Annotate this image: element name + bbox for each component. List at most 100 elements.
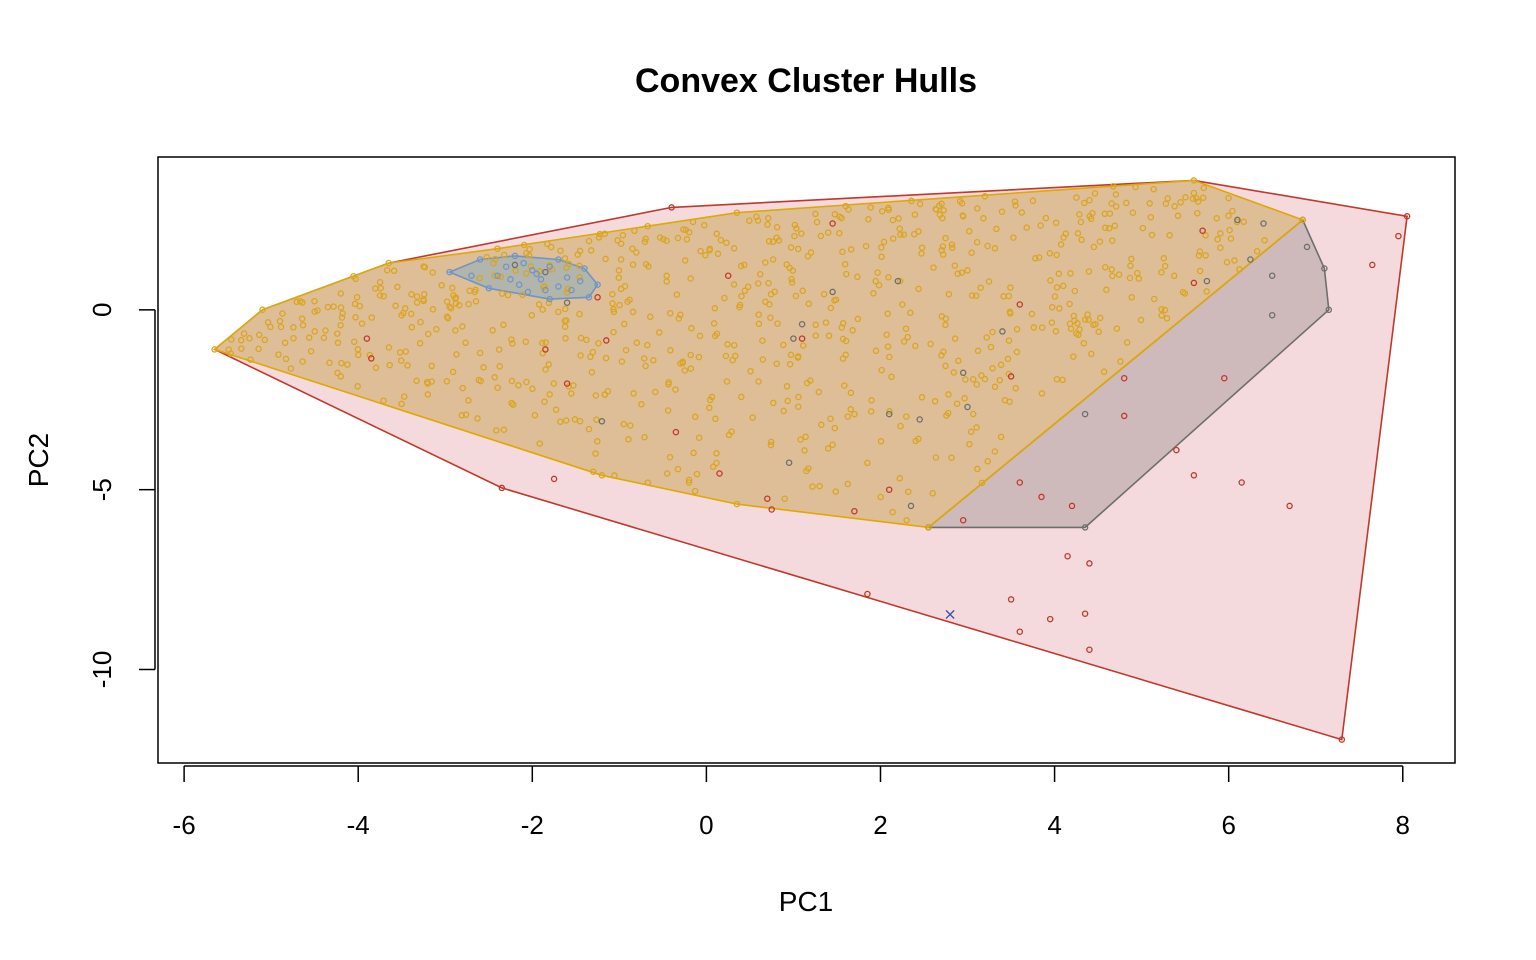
point-series-2 <box>1196 248 1204 255</box>
point-series-2 <box>984 242 991 250</box>
point-series-2 <box>656 234 664 241</box>
point-series-2 <box>730 281 738 288</box>
point-series-2 <box>542 339 549 346</box>
point-series-2 <box>714 250 722 258</box>
x-tick-label: 8 <box>1396 810 1410 840</box>
point-series-0 <box>1016 479 1024 486</box>
point-series-2 <box>402 348 410 355</box>
point-series-2 <box>644 479 652 486</box>
point-series-2 <box>609 300 616 307</box>
plot-frame <box>157 156 1456 764</box>
point-series-2 <box>529 385 536 393</box>
point-series-2 <box>408 291 415 298</box>
point-series-2 <box>903 516 910 524</box>
point-series-2 <box>864 459 871 467</box>
y-tick-label: -5 <box>87 478 117 501</box>
point-series-0 <box>1403 213 1411 220</box>
point-series-2 <box>1078 236 1085 244</box>
point-series-1 <box>829 288 836 296</box>
point-series-0 <box>1199 227 1206 234</box>
point-series-2 <box>629 245 636 252</box>
point-series-0 <box>724 272 732 279</box>
point-series-2 <box>480 364 487 371</box>
point-series-2 <box>508 336 515 343</box>
point-series-2 <box>1077 218 1085 226</box>
point-series-0 <box>1086 560 1093 567</box>
point-series-2 <box>476 274 483 282</box>
point-series-2 <box>839 335 847 343</box>
point-series-2 <box>1038 324 1046 331</box>
point-series-0 <box>768 506 775 513</box>
point-series-2 <box>958 269 966 276</box>
point-series-2 <box>1060 282 1067 290</box>
point-series-2 <box>386 361 393 369</box>
point-series-2 <box>1071 287 1079 295</box>
point-series-2 <box>839 248 846 256</box>
point-series-2 <box>617 240 625 247</box>
point-series-2 <box>889 508 896 516</box>
point-series-2 <box>264 319 272 326</box>
point-series-2 <box>1012 202 1019 209</box>
point-series-2 <box>844 480 852 488</box>
point-series-2 <box>392 302 399 310</box>
point-series-2 <box>974 205 981 212</box>
point-series-2 <box>1053 251 1060 259</box>
point-series-2 <box>961 395 968 402</box>
point-series-2 <box>1052 328 1060 335</box>
point-series-2 <box>531 411 539 419</box>
point-series-0 <box>1120 412 1128 420</box>
point-series-2 <box>509 401 517 408</box>
point-series-2 <box>918 250 925 257</box>
point-series-2 <box>765 238 773 245</box>
point-series-3 <box>533 270 540 278</box>
point-series-2 <box>465 300 472 308</box>
point-series-2 <box>966 440 973 448</box>
point-series-2 <box>897 231 904 238</box>
point-series-2 <box>494 245 501 252</box>
point-series-2 <box>622 346 630 354</box>
point-series-2 <box>602 255 609 263</box>
point-series-2 <box>1139 224 1147 232</box>
point-series-2 <box>456 301 463 309</box>
point-series-2 <box>1112 191 1120 198</box>
point-series-2 <box>1059 376 1066 384</box>
point-series-2 <box>687 365 695 372</box>
point-series-2 <box>281 339 289 347</box>
point-series-1 <box>542 268 549 276</box>
point-series-2 <box>372 285 379 292</box>
point-series-1 <box>1260 220 1267 227</box>
point-series-2 <box>617 256 625 263</box>
point-series-2 <box>1109 183 1117 190</box>
point-series-2 <box>1111 222 1119 230</box>
point-series-1 <box>790 335 797 342</box>
point-series-2 <box>544 240 551 248</box>
point-series-1 <box>785 459 793 466</box>
point-series-2 <box>666 453 674 461</box>
point-series-2 <box>1109 272 1116 280</box>
point-series-2 <box>943 412 950 419</box>
point-series-2 <box>956 197 964 205</box>
point-series-2 <box>1011 198 1019 205</box>
point-series-2 <box>1202 252 1209 259</box>
point-series-2 <box>642 362 649 370</box>
point-series-3 <box>529 267 536 274</box>
point-series-2 <box>687 275 694 282</box>
point-series-2 <box>1174 212 1182 220</box>
point-series-2 <box>1053 284 1061 291</box>
point-series-2 <box>805 300 813 308</box>
point-series-2 <box>713 230 720 238</box>
point-series-2 <box>562 417 570 424</box>
point-series-2 <box>688 325 695 332</box>
point-series-2 <box>334 330 341 337</box>
point-series-2 <box>453 351 460 358</box>
point-series-2 <box>1182 194 1189 201</box>
point-series-2 <box>652 388 659 396</box>
point-series-3 <box>576 277 584 285</box>
point-series-2 <box>587 247 595 254</box>
point-series-2 <box>472 298 480 305</box>
point-series-2 <box>1067 270 1074 277</box>
point-series-2 <box>1100 368 1108 376</box>
point-series-2 <box>997 361 1005 369</box>
point-series-2 <box>854 273 861 281</box>
point-series-2 <box>500 321 507 329</box>
